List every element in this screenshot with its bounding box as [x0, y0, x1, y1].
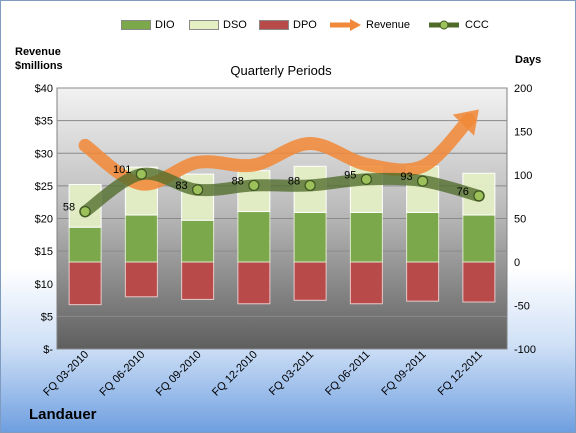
- bar-dpo: [349, 261, 383, 305]
- x-tick-label: FQ 03-2010: [41, 349, 91, 399]
- bar-dpo: [406, 261, 440, 302]
- right-tick-label: -100: [514, 344, 536, 356]
- x-tick-label: FQ 09-2011: [379, 349, 428, 398]
- bar-dio: [462, 214, 496, 263]
- ccc-marker: [417, 175, 429, 187]
- ccc-data-label: 95: [344, 169, 356, 181]
- bar-dpo: [462, 261, 496, 303]
- ccc-data-label: 101: [113, 164, 131, 176]
- ccc-data-label: 88: [288, 175, 300, 187]
- legend-swatch-dpo: [259, 20, 289, 30]
- legend-label: Revenue: [366, 19, 411, 31]
- legend-item-dso: DSO: [189, 17, 247, 33]
- x-tick-label: FQ 06-2011: [323, 349, 372, 398]
- right-tick-label: 100: [514, 170, 532, 182]
- legend-item-revenue: Revenue: [328, 17, 410, 33]
- left-tick-label: $10: [35, 279, 53, 291]
- x-tick-label: FQ 03-2011: [267, 349, 316, 398]
- revenue-arrowhead: [452, 109, 479, 136]
- bar-dpo: [124, 261, 158, 298]
- left-tick-label: $15: [35, 246, 53, 258]
- x-tick-label: FQ 09-2010: [154, 349, 204, 399]
- left-tick-label: $5: [41, 311, 53, 323]
- bar-dio: [406, 211, 440, 263]
- right-tick-label: 0: [514, 257, 520, 269]
- bar-dio: [349, 211, 383, 263]
- company-name: Landauer: [29, 406, 97, 423]
- legend-swatch-revenue: [330, 19, 361, 31]
- legend-swatch-ccc: [429, 20, 459, 30]
- bar-dio: [181, 219, 215, 263]
- left-axis-title: Revenue $millions: [15, 46, 63, 72]
- x-tick-label: FQ 12-2010: [210, 349, 260, 399]
- legend-label: DSO: [223, 19, 247, 31]
- right-tick-label: 50: [514, 214, 526, 226]
- ccc-marker: [192, 184, 204, 196]
- ccc-marker: [79, 205, 91, 218]
- legend: DIO DSO DPO Revenue CCC: [1, 17, 575, 33]
- chart-title: Quarterly Periods: [230, 63, 332, 78]
- bar-dpo: [181, 261, 215, 300]
- x-tick-label: FQ 06-2010: [98, 349, 148, 399]
- ccc-data-label: 58: [63, 202, 75, 214]
- ccc-data-label: 76: [457, 186, 469, 198]
- ccc-data-label: 93: [400, 171, 412, 183]
- left-tick-label: $25: [35, 181, 53, 193]
- legend-label: DPO: [293, 19, 317, 31]
- right-tick-label: -50: [514, 301, 530, 313]
- ccc-marker: [248, 179, 260, 192]
- left-tick-label: $30: [35, 148, 53, 160]
- ccc-marker: [473, 190, 485, 202]
- legend-item-ccc: CCC: [427, 17, 489, 33]
- ccc-marker: [360, 173, 372, 185]
- revenue-line: [78, 112, 476, 191]
- ccc-marker: [304, 179, 316, 192]
- right-tick-label: 200: [514, 83, 532, 95]
- legend-swatch-dso: [189, 20, 219, 30]
- ccc-data-label: 88: [232, 175, 244, 187]
- ccc-marker: [135, 168, 147, 180]
- left-tick-label: $35: [35, 116, 53, 128]
- ccc-data-label: 83: [175, 180, 187, 192]
- legend-label: DIO: [155, 19, 175, 31]
- legend-item-dpo: DPO: [259, 17, 317, 33]
- bar-dio: [68, 226, 102, 263]
- bar-dpo: [293, 261, 327, 301]
- right-tick-label: 150: [514, 127, 532, 139]
- x-tick-label: FQ 12-2011: [436, 349, 485, 398]
- left-tick-label: $20: [35, 214, 53, 226]
- legend-swatch-dio: [121, 20, 151, 30]
- right-axis-title: Days: [515, 54, 542, 66]
- legend-label: CCC: [465, 19, 489, 31]
- legend-item-dio: DIO: [121, 17, 175, 33]
- left-tick-label: $40: [35, 83, 53, 95]
- bar-dpo: [237, 261, 271, 305]
- bar-dio: [124, 214, 158, 263]
- left-tick-label: $-: [43, 344, 53, 356]
- bar-dio: [237, 211, 271, 263]
- bar-dpo: [68, 261, 102, 306]
- bar-dio: [293, 211, 327, 263]
